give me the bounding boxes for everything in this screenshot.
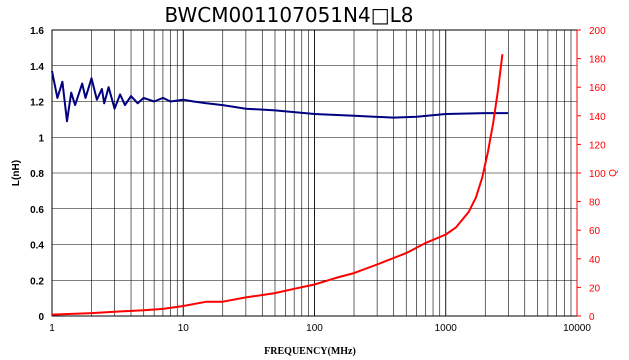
y-tick-label: 0 (38, 312, 44, 323)
y-tick-label: 1.6 (30, 26, 44, 37)
y2-tick-label: 40 (589, 255, 601, 266)
x-tick-label: 10 (178, 323, 190, 334)
y2-tick-label: 0 (589, 312, 595, 323)
y-tick-label: 1.2 (30, 98, 44, 109)
y2-tick-label: 160 (589, 83, 606, 94)
y2-tick-label: 100 (589, 169, 606, 180)
x-axis-label: FREQUENCY(MHz) (264, 346, 356, 357)
x-tick-label: 1 (49, 323, 55, 334)
x-tick-label: 100 (306, 323, 323, 334)
x-tick-label: 10000 (563, 323, 591, 334)
x-tick-label: 1000 (435, 323, 458, 334)
l-series-line (51, 70, 509, 123)
y-tick-label: 0.2 (30, 276, 44, 287)
y2-tick-label: 140 (589, 112, 606, 123)
y2-tick-label: 60 (589, 226, 601, 237)
y-axis-label: L(nH) (11, 160, 22, 186)
y-tick-label: 0.4 (30, 241, 44, 252)
x-axis-ticks: 1 10 100 1000 10000 (49, 323, 591, 334)
y2-tick-label: 20 (589, 283, 601, 294)
y2-axis-label: Q (608, 169, 619, 177)
y2-tick-label: 200 (589, 26, 606, 37)
y2-tick-label: 120 (589, 140, 606, 151)
series (51, 54, 509, 316)
left-axis-ticks: 0 0.2 0.4 0.6 0.8 1 1.2 1.4 1.6 (30, 26, 44, 323)
chart-title: BWCM001107051N4□L8 (165, 3, 414, 27)
right-axis-ticks: 0 20 40 60 80 100 120 140 160 180 200 (577, 26, 606, 323)
y-tick-label: 1.4 (30, 62, 44, 73)
y-tick-label: 0.8 (30, 169, 44, 180)
y2-tick-label: 180 (589, 55, 606, 66)
y-tick-label: 0.6 (30, 205, 44, 216)
y-tick-label: 1 (38, 133, 44, 144)
q-series-line (51, 54, 504, 316)
y2-tick-label: 80 (589, 198, 601, 209)
